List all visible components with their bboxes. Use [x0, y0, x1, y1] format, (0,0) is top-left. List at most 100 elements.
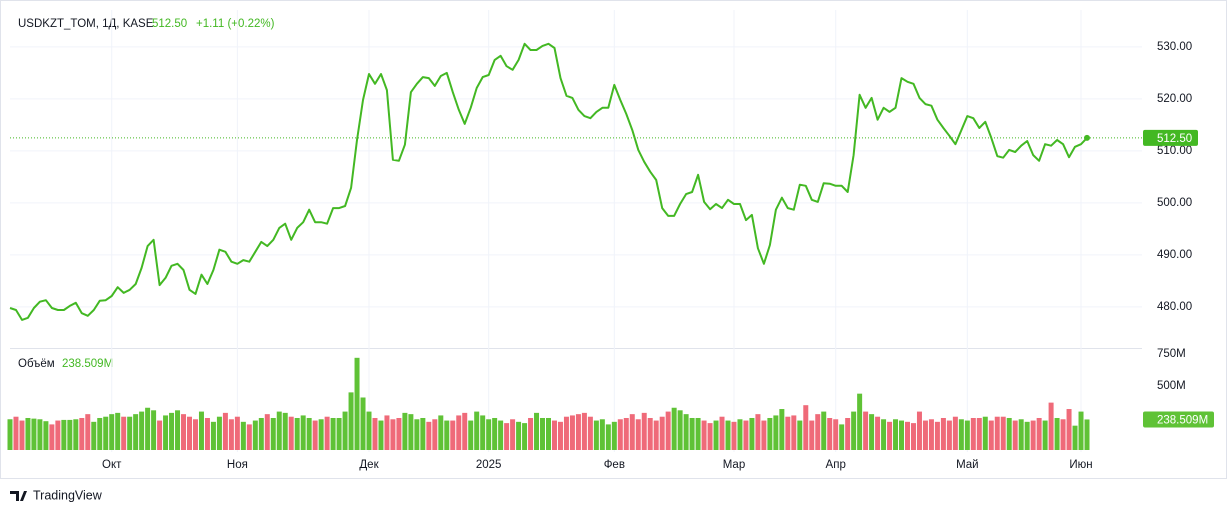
- volume-bar: [958, 419, 964, 450]
- volume-bar: [683, 414, 689, 450]
- volume-bar: [282, 412, 288, 450]
- volume-bar: [498, 420, 504, 450]
- volume-bar: [528, 417, 534, 450]
- volume-bar: [426, 421, 432, 450]
- volume-bar: [324, 416, 330, 450]
- volume-bar: [887, 421, 893, 450]
- volume-bar: [749, 417, 755, 450]
- volume-bar: [546, 417, 551, 450]
- price-line: [9, 42, 1088, 321]
- volume-bar: [857, 393, 863, 450]
- x-tick-label: Дек: [359, 459, 379, 471]
- symbol: USDKZT_TOM, 1Д, KASE: [18, 18, 154, 30]
- volume-bar: [462, 412, 468, 450]
- volume-bar: [575, 414, 581, 450]
- volume-bar: [659, 416, 665, 450]
- volume-bar: [905, 421, 910, 450]
- volume-bar: [988, 420, 994, 450]
- volume-bar: [581, 412, 587, 450]
- volume-bar: [994, 416, 1000, 450]
- volume-bar: [139, 411, 145, 450]
- volume-bar: [952, 416, 958, 450]
- volume-bar: [474, 411, 480, 450]
- volume-bar: [641, 412, 647, 450]
- volume-bar: [450, 420, 456, 450]
- x-tick-label: Окт: [102, 459, 122, 471]
- volume-bar: [916, 411, 922, 450]
- volume-bar: [163, 415, 169, 450]
- volume-bar: [665, 411, 671, 450]
- volume-bar: [707, 423, 713, 450]
- volume-bar: [1066, 409, 1072, 450]
- y-tick-label: 530.00: [1157, 41, 1192, 53]
- volume-bar: [210, 421, 216, 450]
- volume-bar: [755, 414, 761, 450]
- volume-bar: [803, 405, 809, 450]
- volume-bar: [246, 424, 252, 450]
- price-badge: [1143, 129, 1198, 146]
- volume-bar: [522, 423, 528, 450]
- volume-bar: [791, 415, 797, 450]
- volume-bar: [402, 412, 408, 450]
- volume-bar: [504, 423, 510, 450]
- volume-bar: [330, 417, 336, 450]
- volume-bar: [534, 412, 540, 450]
- volume-bar: [157, 420, 163, 450]
- volume-bar: [599, 419, 605, 450]
- volume-bar: [1048, 402, 1054, 450]
- volume-bar: [228, 419, 234, 450]
- volume-bar: [258, 417, 264, 450]
- volume-bar: [384, 415, 390, 450]
- y-tick-label: 500M: [1157, 380, 1186, 392]
- volume-bar: [366, 411, 372, 450]
- volume-bar: [653, 420, 659, 450]
- volume-bar: [492, 417, 498, 450]
- volume-bar: [175, 410, 181, 450]
- volume-bar: [468, 420, 474, 450]
- volume-bar: [563, 416, 569, 450]
- volume-bar: [815, 414, 821, 450]
- y-tick-label: 750M: [1157, 348, 1186, 360]
- volume-bar: [420, 417, 426, 450]
- volume-bar: [79, 417, 85, 450]
- volume-bar: [821, 411, 827, 450]
- volume-bar: [809, 420, 815, 450]
- volume-bar: [49, 424, 55, 450]
- volume-bar: [390, 419, 396, 450]
- volume-bar: [737, 419, 743, 450]
- volume-bar: [869, 414, 875, 450]
- volume-bar: [940, 417, 946, 450]
- volume-bar: [635, 419, 641, 450]
- volume-bar: [557, 421, 563, 450]
- x-tick-label: Мар: [723, 459, 746, 471]
- last-price: 512.50: [152, 18, 187, 30]
- volume-bar: [982, 416, 988, 450]
- volume-bar: [910, 423, 916, 450]
- volume-bar: [198, 411, 204, 450]
- volume-bar: [234, 416, 240, 450]
- volume-bar: [480, 415, 486, 450]
- volume-bar: [1060, 419, 1066, 450]
- volume-bar: [13, 416, 19, 450]
- volume-bar: [252, 420, 258, 450]
- volume-bar: [719, 416, 725, 450]
- volume-bar: [893, 419, 899, 450]
- volume-bar: [510, 419, 516, 450]
- volume-bar: [976, 417, 982, 450]
- volume-bar: [785, 416, 791, 450]
- volume-bar: [761, 420, 767, 450]
- volume-bar: [216, 416, 222, 450]
- volume-bar: [1036, 417, 1042, 450]
- volume-bar: [593, 420, 599, 450]
- volume-bar: [73, 419, 79, 450]
- y-tick-label: 500.00: [1157, 197, 1192, 209]
- volume-bar: [432, 419, 438, 450]
- volume-bar: [647, 417, 653, 450]
- volume-bar: [1078, 411, 1084, 450]
- y-tick-label: 520.00: [1157, 93, 1192, 105]
- volume-bar: [444, 420, 450, 450]
- volume-bar: [43, 421, 49, 450]
- volume-bar: [115, 412, 121, 450]
- volume-bar: [1018, 419, 1024, 450]
- volume-bar: [312, 420, 318, 450]
